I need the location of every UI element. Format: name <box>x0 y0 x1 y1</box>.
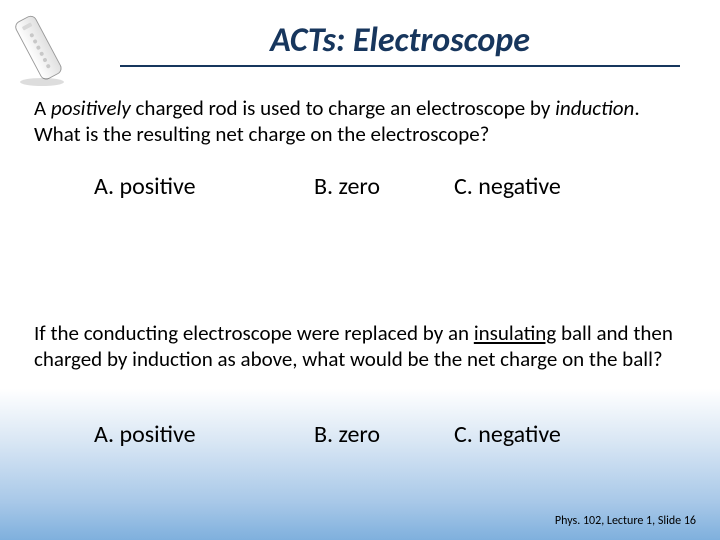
q1-em1: positively <box>51 95 131 121</box>
clicker-icon <box>8 8 76 88</box>
q2-option-b: B. zero <box>314 420 380 449</box>
q2-pre: If the conducting electroscope were repl… <box>34 320 474 346</box>
q1-mid: charged rod is used to charge an electro… <box>131 95 555 121</box>
q1-option-c: C. negative <box>454 172 561 201</box>
question-2-text: If the conducting electroscope were repl… <box>34 320 689 373</box>
question-1-text: A positively charged rod is used to char… <box>34 95 689 148</box>
slide-footer: Phys. 102, Lecture 1, Slide 16 <box>555 514 696 528</box>
q2-option-a: A. positive <box>94 420 196 449</box>
slide-title: ACTs: Electroscope <box>120 20 680 67</box>
q1-em2: induction <box>555 95 634 121</box>
q1-option-b: B. zero <box>314 172 380 201</box>
q2-em1: insulating <box>474 320 556 346</box>
slide: ACTs: Electroscope A positively charged … <box>0 0 720 540</box>
q1-option-a: A. positive <box>94 172 196 201</box>
q1-pre: A <box>34 95 51 121</box>
q2-option-c: C. negative <box>454 420 561 449</box>
